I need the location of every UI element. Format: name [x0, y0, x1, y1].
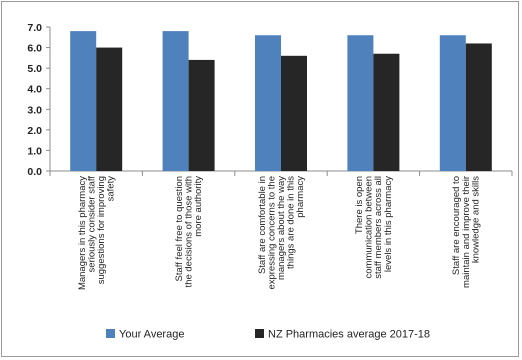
bar-nz-average: [96, 47, 123, 172]
y-tick-label: 6.0: [27, 43, 42, 55]
x-category-label-line: knowledge and skills: [470, 176, 481, 263]
y-tick-label: 3.0: [27, 104, 42, 116]
y-tick-label: 7.0: [27, 22, 42, 34]
x-category-label-line: seriously consider staff: [86, 176, 97, 273]
bar-your-average: [347, 35, 374, 171]
legend-swatch: [106, 329, 115, 338]
legend-label: NZ Pharmacies average 2017-18: [268, 329, 430, 341]
bar-nz-average: [281, 55, 307, 171]
x-category-label-line: There is open: [354, 176, 365, 234]
bar-your-average: [255, 35, 281, 171]
legend-label: Your Average: [119, 329, 184, 341]
y-tick-label: 2.0: [27, 125, 42, 137]
x-category-label-line: safety: [106, 176, 117, 202]
x-category-label-line: things are done in this: [286, 176, 297, 269]
y-tick-label: 4.0: [27, 84, 42, 96]
bar-your-average: [70, 31, 97, 171]
x-category-label-line: levels in this pharmacy: [383, 176, 394, 272]
x-category-label-line: the decisions of those with: [184, 176, 195, 287]
x-category-label-line: communication between: [364, 176, 375, 278]
x-category-label-line: Managers in this pharmacy: [77, 176, 88, 290]
legend-swatch: [255, 329, 264, 338]
x-category-label-line: more authority: [193, 176, 204, 237]
x-category-label-line: maintain and improve their: [461, 176, 472, 288]
bar-nz-average: [465, 43, 492, 172]
bar-nz-average: [373, 53, 400, 171]
x-category-label-line: staff members across all: [373, 176, 384, 279]
x-category-label-line: managers about the way: [276, 176, 287, 280]
x-category-label-line: Staff are encouraged to: [451, 176, 462, 275]
x-category-label-line: Staff feel free to question: [174, 176, 185, 281]
x-category-label-line: expressing concerns to the: [266, 176, 277, 290]
x-category-label-line: pharmacy: [295, 176, 306, 218]
x-category-label-line: Staff are comfortable in: [257, 176, 268, 274]
y-tick-label: 1.0: [27, 145, 42, 157]
y-tick-label: 0.0: [27, 166, 42, 178]
x-category-label-line: suggestions for improving: [96, 176, 107, 284]
y-tick-label: 5.0: [27, 63, 42, 75]
bar-nz-average: [188, 59, 215, 171]
bar-your-average: [439, 35, 466, 171]
bar-your-average: [162, 31, 189, 171]
